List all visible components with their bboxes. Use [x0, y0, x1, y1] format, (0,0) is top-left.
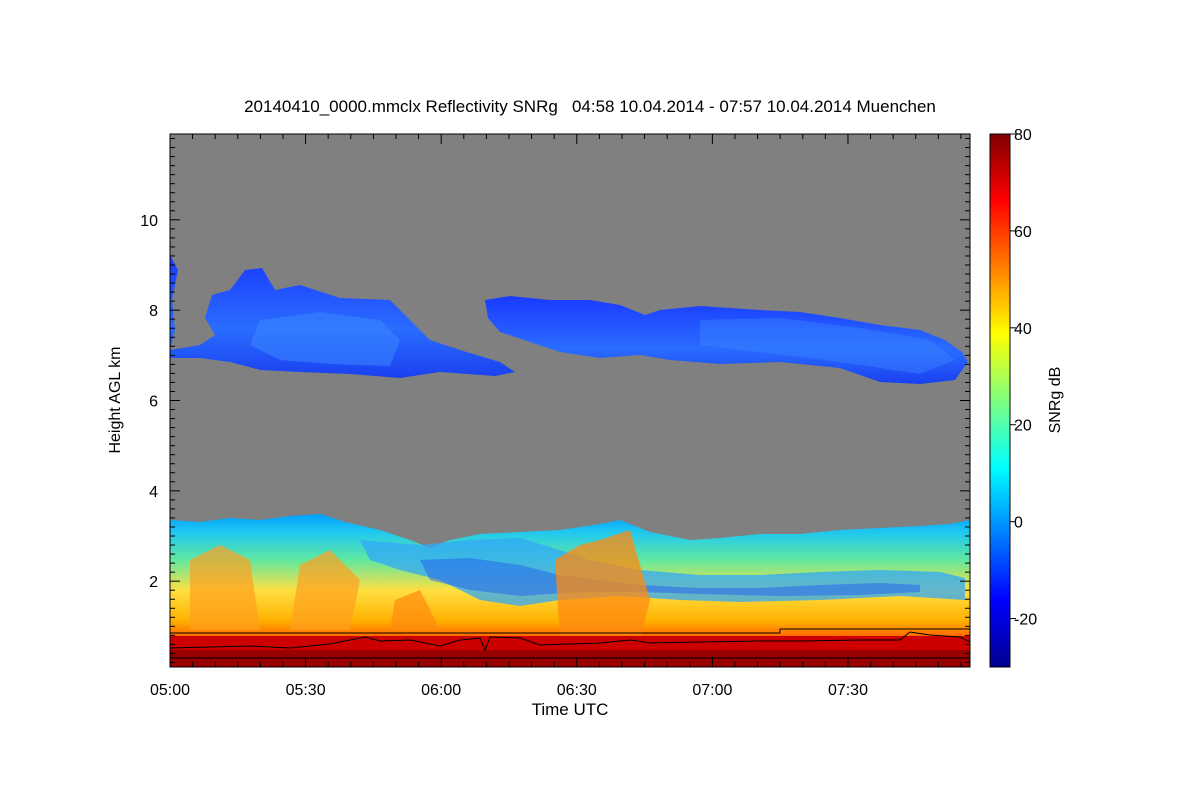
cloud-core: [700, 318, 955, 374]
colorbar-tick-label: 80: [1014, 127, 1032, 144]
chart-title: 20140410_0000.mmclx Reflectivity SNRg 04…: [244, 97, 936, 116]
cloud-core: [250, 312, 400, 366]
x-tick-label: 07:00: [692, 682, 732, 699]
x-tick-label: 07:30: [828, 682, 868, 699]
warm-streak: [555, 530, 650, 640]
y-axis-label: Height AGL km: [107, 346, 124, 453]
colorbar-label: SNRg dB: [1047, 367, 1064, 434]
y-tick-label: 10: [140, 213, 158, 230]
colorbar-tick-label: 0: [1014, 515, 1023, 532]
y-axis: 2 4 6 8 10: [140, 138, 970, 663]
warm-streak: [390, 590, 440, 630]
colorbar-tick-label: 40: [1014, 321, 1032, 338]
warm-streak: [290, 550, 360, 630]
colorbar-tick-label: -20: [1014, 612, 1037, 629]
x-tick-label: 05:30: [286, 682, 326, 699]
x-tick-label: 06:30: [557, 682, 597, 699]
colorbar-axis: 80 60 40 20 0 -20: [1010, 127, 1037, 629]
instrument-lines: [169, 628, 971, 659]
colorbar-tick-label: 60: [1014, 224, 1032, 241]
x-axis: 05:00 05:30 06:00 06:30 07:00 07:30: [150, 134, 962, 699]
x-tick-label: 06:00: [421, 682, 461, 699]
y-tick-label: 2: [149, 574, 158, 591]
boundary-layer-mid-snr: [420, 558, 920, 596]
colorbar-tick-label: 20: [1014, 418, 1032, 435]
x-tick-label: 05:00: [150, 682, 190, 699]
colorbar: [989, 133, 1011, 668]
y-tick-label: 4: [149, 484, 158, 501]
x-axis-label: Time UTC: [532, 700, 609, 719]
warm-streak: [190, 545, 260, 630]
y-tick-label: 8: [149, 303, 158, 320]
y-tick-label: 6: [149, 394, 158, 411]
cloud-layer-2: [485, 296, 968, 384]
